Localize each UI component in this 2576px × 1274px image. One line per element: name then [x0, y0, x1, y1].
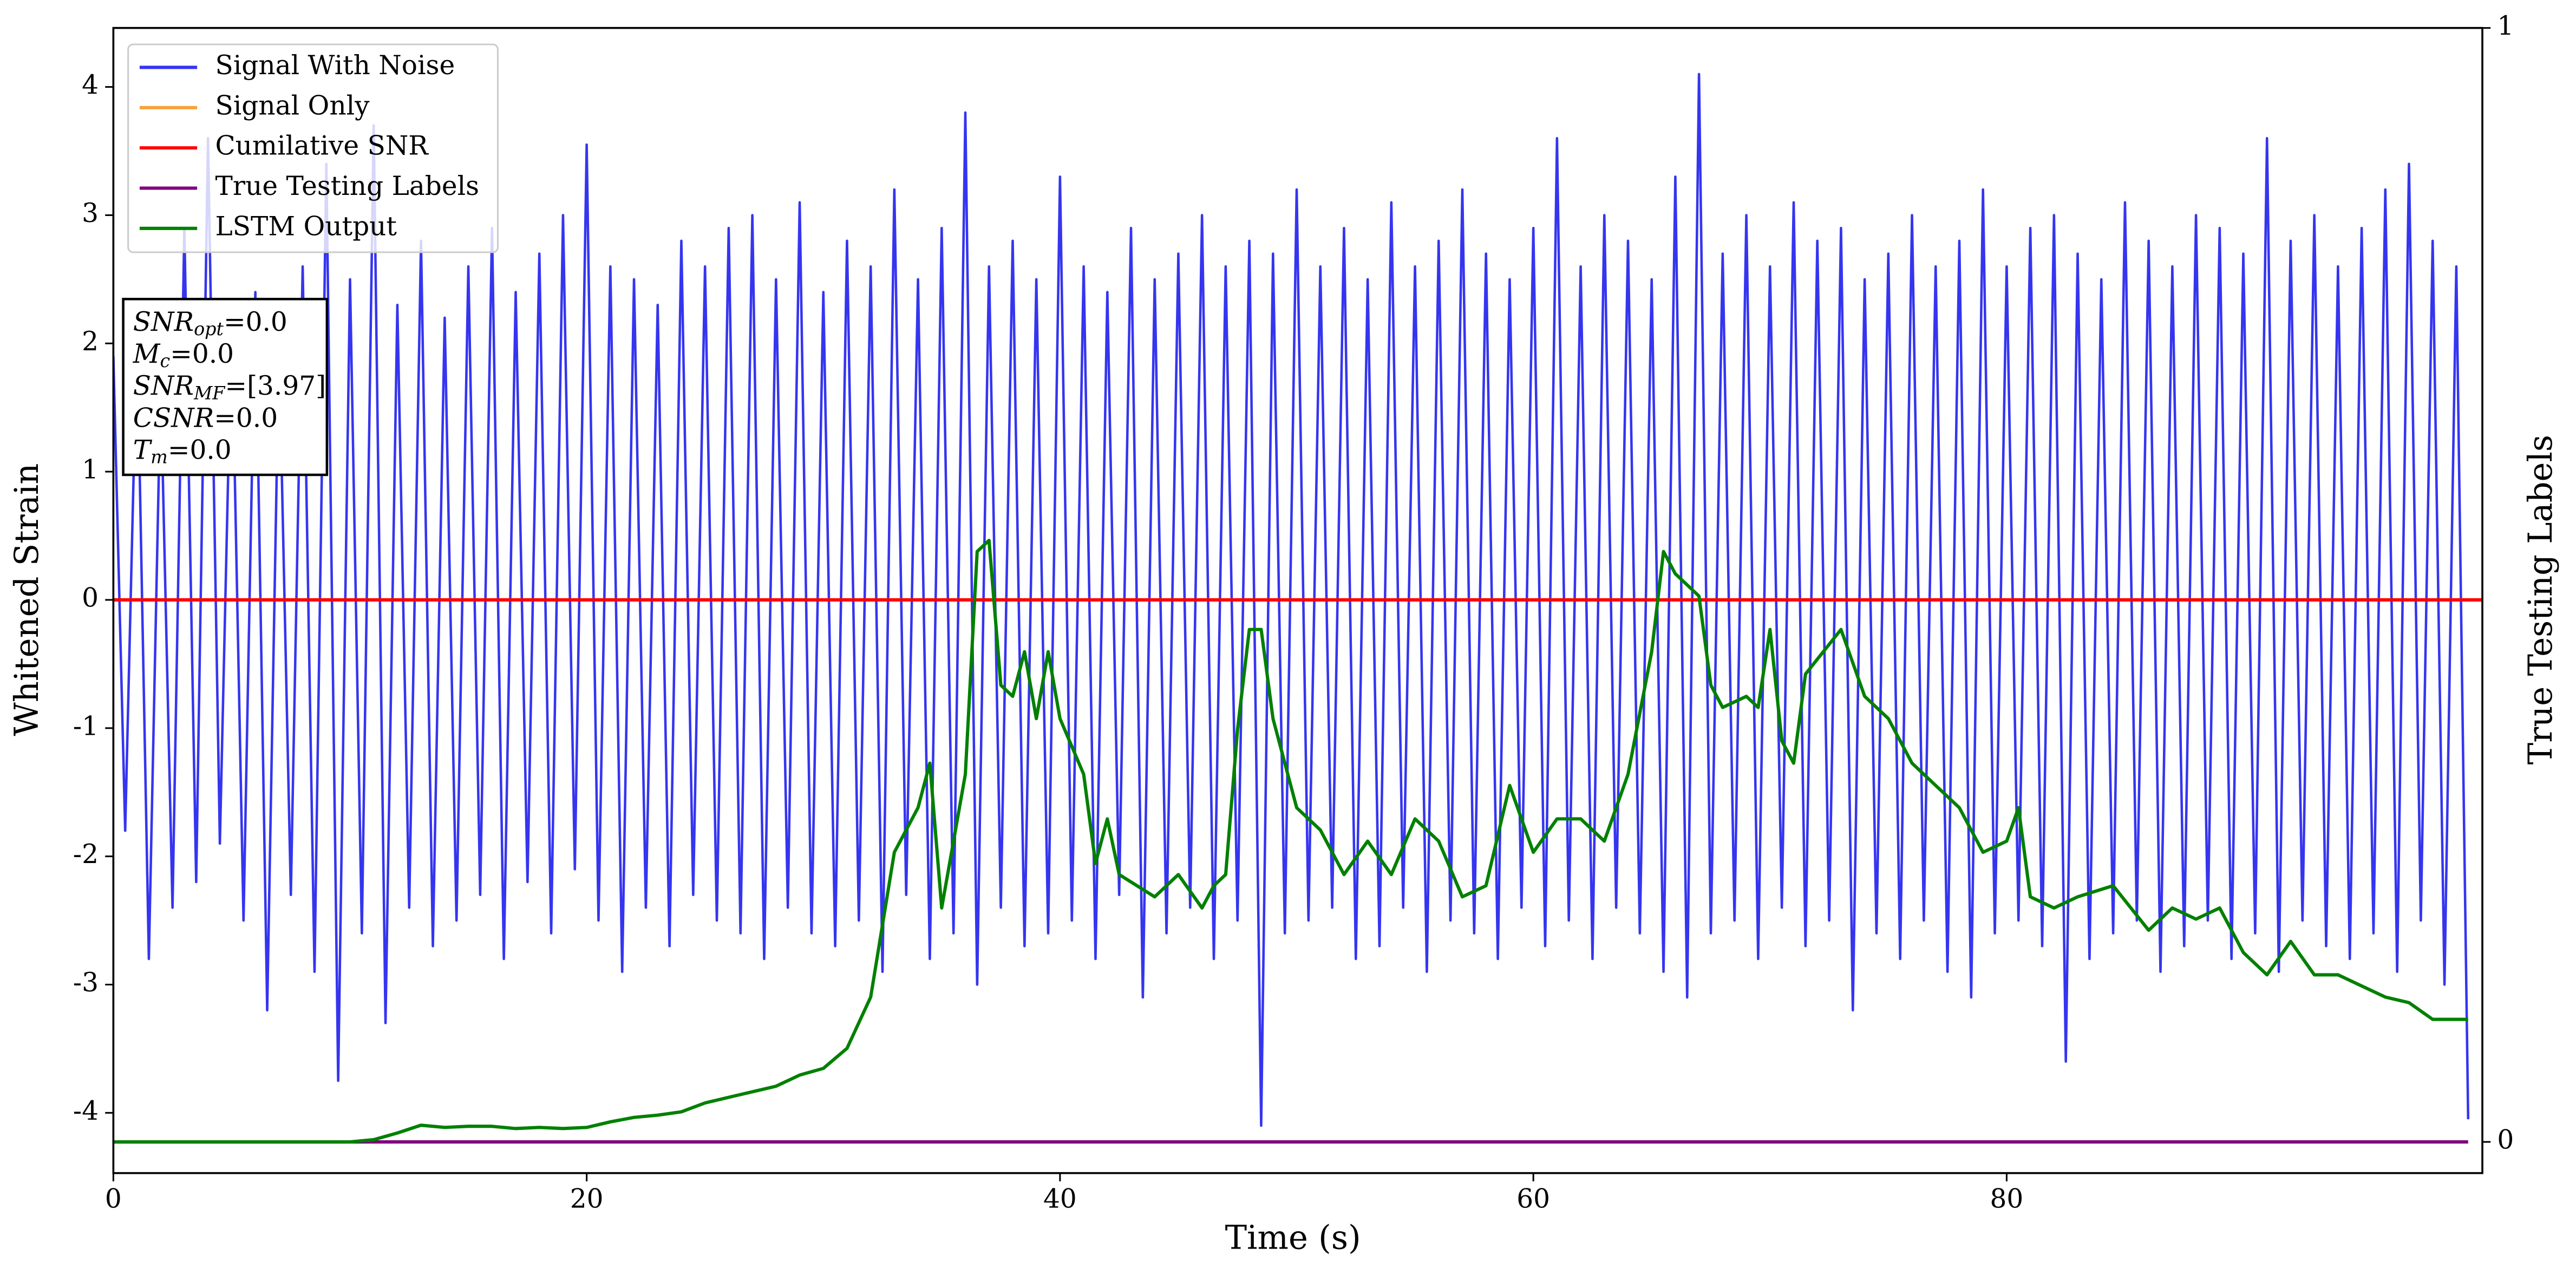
- y-tick-label: 0: [82, 583, 99, 613]
- x-tick-label: 40: [1043, 1184, 1077, 1214]
- annotation-subscript: opt: [194, 318, 224, 339]
- y-tick-label: -1: [73, 711, 99, 741]
- annotation-symbol: T: [133, 435, 153, 465]
- x-axis-title: Time (s): [1225, 1219, 1361, 1257]
- annotation-symbol: SNR: [133, 306, 194, 337]
- legend-label: True Testing Labels: [215, 171, 480, 201]
- x-tick-label: 60: [1516, 1184, 1550, 1214]
- annotation-symbol: CSNR: [133, 403, 214, 433]
- annotation-subscript: c: [160, 350, 171, 371]
- y-tick-label: -3: [73, 968, 99, 998]
- y-tick-label: -4: [73, 1096, 99, 1126]
- legend-label: LSTM Output: [215, 211, 397, 241]
- legend-label: Signal With Noise: [215, 50, 455, 81]
- x-tick-label: 20: [570, 1184, 604, 1214]
- annotation-box: [122, 298, 329, 476]
- annotation-text: =0.0: [224, 306, 287, 337]
- y-tick-label: 3: [82, 198, 99, 228]
- annotation-symbol: SNR: [133, 371, 194, 401]
- annotation: Mc=0.0: [133, 339, 234, 372]
- x-tick-label: 0: [105, 1184, 122, 1214]
- y-axis-title: Whitened Strain: [8, 463, 46, 736]
- annotation-text: =0.0: [214, 403, 278, 433]
- y2-tick-label: 0: [2497, 1125, 2514, 1155]
- annotation-text: =0.0: [170, 339, 234, 369]
- annotation-text: =[3.97]: [225, 371, 326, 401]
- y-tick-label: -2: [73, 839, 99, 870]
- annotation-subscript: MF: [193, 382, 226, 403]
- annotation: CSNR=0.0: [133, 403, 278, 433]
- y-tick-label: 4: [82, 70, 99, 100]
- y-tick-label: 2: [82, 326, 99, 357]
- x-tick-label: 80: [1990, 1184, 2024, 1214]
- annotation: SNRopt=0.0: [133, 306, 287, 339]
- annotation-symbol: M: [133, 339, 161, 369]
- data-line: [113, 539, 2468, 1144]
- annotation: Tm=0.0: [133, 435, 232, 468]
- legend-label: Cumilative SNR: [215, 131, 429, 161]
- annotation-text: =0.0: [168, 435, 232, 465]
- y-tick-label: 1: [82, 455, 99, 485]
- legend-box: [127, 43, 499, 253]
- y2-axis-title: True Testing Labels: [2522, 435, 2560, 765]
- annotation: SNRMF=[3.97]: [133, 371, 326, 404]
- y2-tick-label: 1: [2497, 11, 2514, 41]
- legend-label: Signal Only: [215, 90, 370, 121]
- data-line: [113, 73, 2470, 1127]
- annotation-subscript: m: [151, 447, 168, 468]
